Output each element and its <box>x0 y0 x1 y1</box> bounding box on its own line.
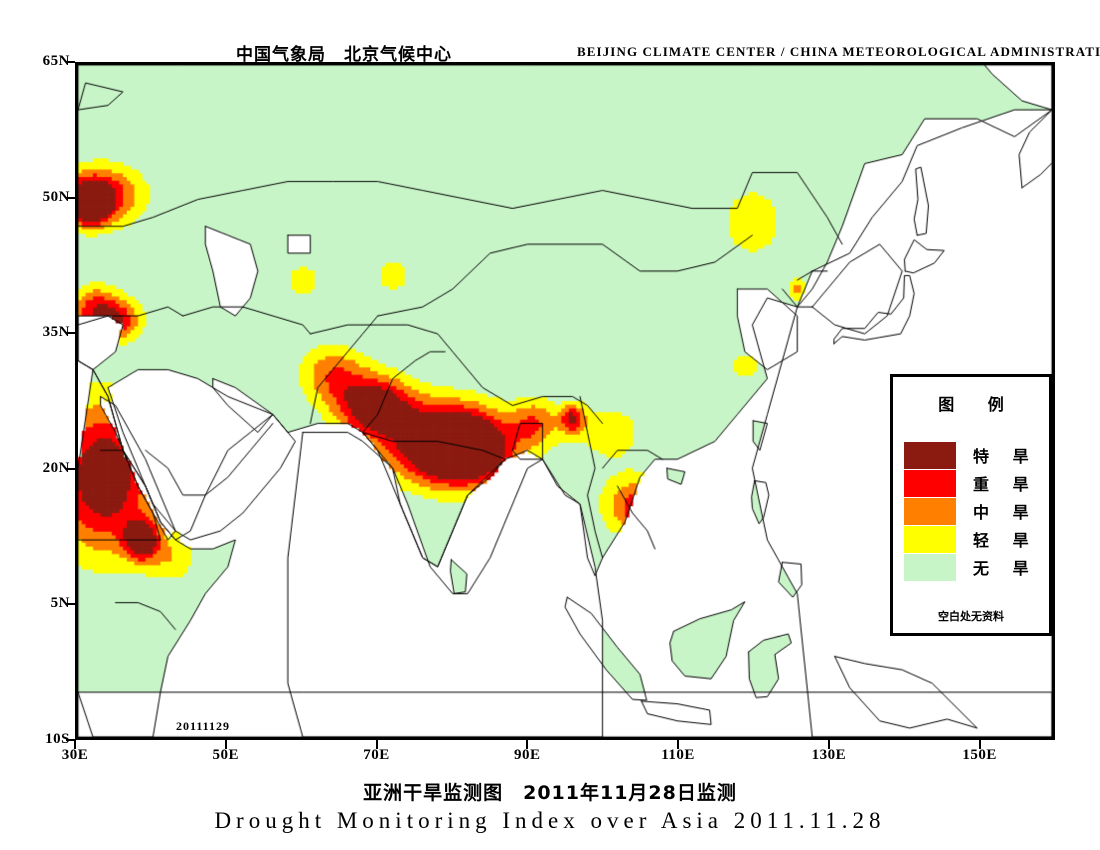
x-axis-label: 90E <box>514 747 541 763</box>
y-axis-label: 10S <box>45 731 70 747</box>
legend-item: 特 旱 <box>903 440 1049 470</box>
x-axis-tick <box>526 740 529 749</box>
y-axis-label: 5N <box>50 595 70 612</box>
x-axis-label: 150E <box>962 747 997 763</box>
y-axis-label: 20N <box>42 459 70 476</box>
legend-swatch <box>903 524 957 554</box>
x-axis-tick <box>827 740 830 749</box>
y-axis-tick <box>66 332 75 335</box>
header-chinese: 中国气象局 北京气候中心 <box>236 45 452 65</box>
y-axis-label: 50N <box>42 188 70 205</box>
map-legend: 图 例 特 旱重 旱中 旱轻 旱无 旱 空白处无资料 <box>890 374 1052 636</box>
legend-swatch <box>903 496 957 526</box>
drought-map-canvas[interactable] <box>78 65 1052 737</box>
x-axis-tick <box>224 740 227 749</box>
legend-title: 图 例 <box>938 395 1018 414</box>
x-axis-label: 30E <box>61 747 89 763</box>
title-english: Drought Monitoring Index over Asia 2011.… <box>214 808 886 833</box>
legend-rows: 特 旱重 旱中 旱轻 旱无 旱 <box>893 440 1049 582</box>
title-chinese: 亚洲干旱监测图 2011年11月28日监测 <box>363 782 737 804</box>
x-axis-label: 70E <box>363 747 390 763</box>
legend-swatch <box>903 552 957 582</box>
legend-item: 轻 旱 <box>903 524 1049 554</box>
legend-swatch <box>903 440 957 470</box>
legend-label: 中 旱 <box>973 503 1038 522</box>
y-axis-tick <box>66 739 75 741</box>
y-axis-label: 65N <box>42 53 70 69</box>
x-axis-tick <box>978 740 981 749</box>
legend-item: 无 旱 <box>903 552 1049 582</box>
x-axis-tick <box>375 740 378 749</box>
legend-swatch <box>903 468 957 498</box>
y-axis-tick <box>66 603 75 606</box>
legend-label: 无 旱 <box>973 559 1038 578</box>
legend-label: 重 旱 <box>973 475 1038 494</box>
legend-item: 中 旱 <box>903 496 1049 526</box>
legend-note: 空白处无资料 <box>938 610 1004 623</box>
y-axis-label: 35N <box>42 324 70 341</box>
x-axis-tick <box>74 740 76 749</box>
x-axis-label: 130E <box>811 747 847 763</box>
y-axis-tick <box>66 196 75 199</box>
legend-label: 特 旱 <box>973 447 1038 466</box>
x-axis-label: 110E <box>661 747 695 763</box>
header-english: BEIJING CLIMATE CENTER / CHINA METEOROLO… <box>577 44 1100 59</box>
date-stamp: 20111129 <box>176 719 231 733</box>
legend-label: 轻 旱 <box>973 531 1038 550</box>
y-axis-tick <box>66 61 75 63</box>
x-axis-label: 50E <box>212 747 240 763</box>
x-axis-tick <box>677 740 680 749</box>
legend-item: 重 旱 <box>903 468 1049 498</box>
y-axis-tick <box>66 467 75 470</box>
